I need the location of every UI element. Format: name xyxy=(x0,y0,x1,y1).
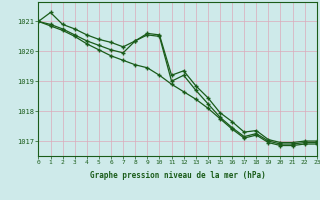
X-axis label: Graphe pression niveau de la mer (hPa): Graphe pression niveau de la mer (hPa) xyxy=(90,171,266,180)
